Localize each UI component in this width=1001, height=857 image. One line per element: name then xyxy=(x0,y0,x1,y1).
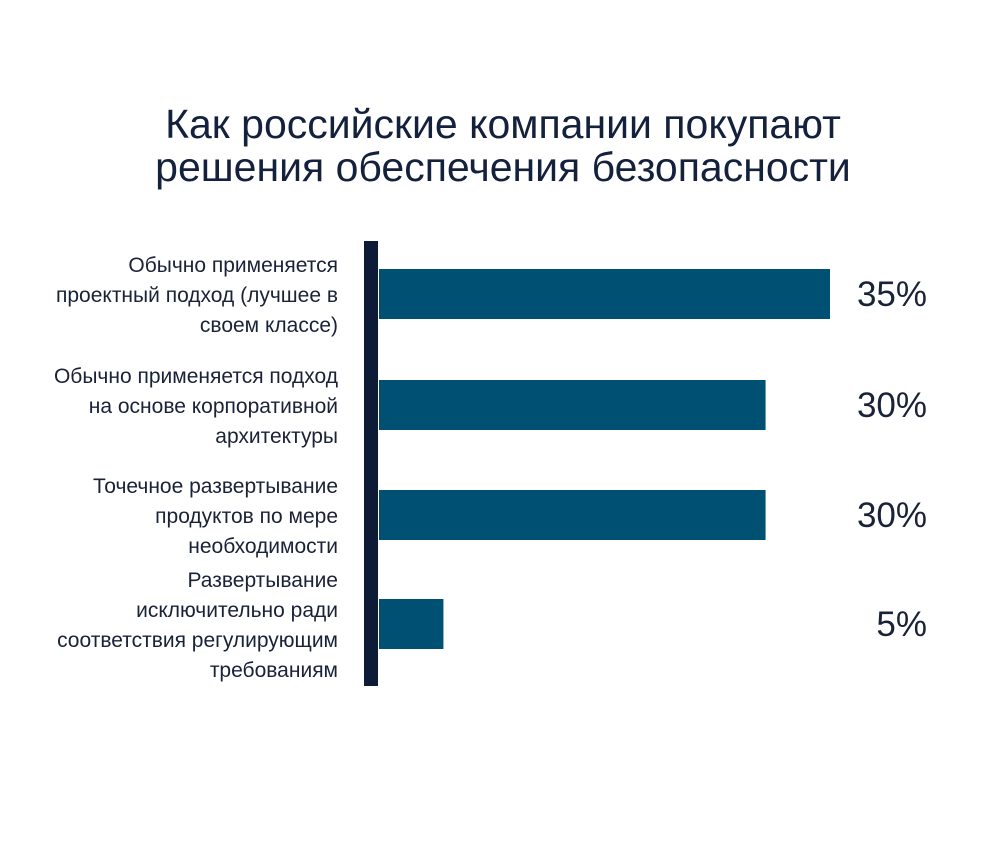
category-label-4-line-1: Развертывание xyxy=(187,569,338,592)
value-label-4: 5% xyxy=(876,605,927,644)
bar-1 xyxy=(379,269,830,319)
chart-title-line-2: решения обеспечения безопасности xyxy=(155,144,851,190)
value-label-2: 30% xyxy=(857,386,927,425)
category-label-4-line-4: требованиям xyxy=(210,659,338,682)
category-axis-line xyxy=(364,241,378,686)
category-label-1-line-3: своем классе) xyxy=(200,314,338,337)
category-label-2: Обычно применяется подход на основе корпо… xyxy=(54,365,338,448)
category-label-3-line-3: необходимости xyxy=(188,535,338,558)
category-label-1-line-2: проектный подход (лучшее в xyxy=(56,284,338,307)
value-label-1: 35% xyxy=(857,275,927,314)
bar-4 xyxy=(379,599,444,649)
category-label-4-line-3: соответствия регулирующим xyxy=(57,629,338,652)
category-label-3-line-1: Точечное развертывание xyxy=(93,475,338,498)
category-label-4-line-2: исключительно ради xyxy=(136,599,338,622)
category-label-1: Обычно применяется проектный подход (лучш… xyxy=(56,254,338,337)
category-label-2-line-2: на основе корпоративной xyxy=(89,395,338,418)
category-label-2-line-3: архитектуры xyxy=(215,425,338,448)
category-label-3-line-2: продуктов по мере xyxy=(155,505,338,528)
chart-title-line-1: Как российские компании покупают xyxy=(165,101,841,147)
bar-3 xyxy=(379,490,766,540)
category-label-2-line-1: Обычно применяется подход xyxy=(54,365,338,388)
category-label-4: Развертывание исключительно ради соответст… xyxy=(57,569,338,682)
chart-title: Как российские компании покупают решения… xyxy=(155,101,851,190)
value-labels: 35% 30% 30% 5% xyxy=(857,275,927,644)
category-label-1-line-1: Обычно применяется xyxy=(128,254,338,277)
category-label-3: Точечное развертывание продуктов по мере н… xyxy=(93,475,338,558)
category-labels: Обычно применяется проектный подход (лучш… xyxy=(54,254,338,682)
value-label-3: 30% xyxy=(857,496,927,535)
bars xyxy=(379,269,830,649)
bar-2 xyxy=(379,380,766,430)
